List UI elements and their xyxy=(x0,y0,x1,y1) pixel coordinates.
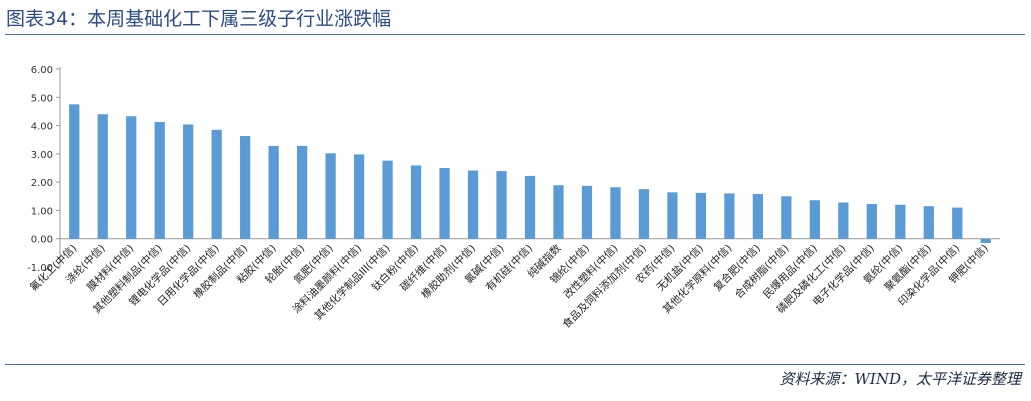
bar xyxy=(496,171,507,239)
bar xyxy=(69,104,80,239)
y-tick-label: 6.00 xyxy=(31,65,53,76)
bar xyxy=(838,202,849,239)
bar xyxy=(97,114,108,239)
bar xyxy=(467,170,479,239)
y-axis: -1.00 0.00 1.00 2.00 3.00 4.00 5.00 6.00 xyxy=(27,65,1000,274)
bars xyxy=(69,104,991,243)
bottom-divider xyxy=(5,364,1025,365)
bar xyxy=(211,129,222,239)
bar xyxy=(154,121,165,239)
y-tick-label: 3.00 xyxy=(31,150,53,161)
top-divider xyxy=(5,34,1025,35)
y-tick-label: 1.00 xyxy=(31,206,53,217)
y-tick-label: 4.00 xyxy=(31,122,53,133)
bar xyxy=(809,200,820,239)
bar xyxy=(695,192,707,239)
bar xyxy=(410,165,422,239)
bar xyxy=(296,145,308,239)
bar xyxy=(923,206,934,239)
y-tick-label: 2.00 xyxy=(31,178,53,189)
source-note: 资料来源：WIND，太平洋证券整理 xyxy=(779,370,1022,388)
bar xyxy=(325,153,336,239)
bar xyxy=(553,185,564,239)
bar xyxy=(183,124,194,239)
bar xyxy=(980,238,991,243)
bar xyxy=(610,187,621,239)
bar xyxy=(353,154,365,239)
bar xyxy=(752,194,764,239)
bar xyxy=(866,203,877,239)
y-tick-label: 0.00 xyxy=(31,235,53,246)
bar xyxy=(382,160,393,239)
bar xyxy=(638,189,650,239)
bar xyxy=(895,204,906,239)
x-axis-labels: 氟化工(中信)涤纶(中信)膜材料(中信)其他塑料制品(中信)锂电化学品(中信)日… xyxy=(27,241,991,331)
y-tick-label: -1.00 xyxy=(27,263,53,274)
bar xyxy=(952,207,963,239)
bar xyxy=(268,145,279,239)
bar xyxy=(581,185,593,239)
bar xyxy=(724,193,735,239)
chart-title: 图表34：本周基础化工下属三级子行业涨跌幅 xyxy=(6,8,392,30)
bar xyxy=(524,175,536,239)
bar xyxy=(667,192,678,239)
bar xyxy=(439,168,450,239)
bar xyxy=(126,116,137,239)
y-tick-label: 5.00 xyxy=(31,93,53,104)
bar xyxy=(240,136,251,239)
bar xyxy=(781,196,792,239)
